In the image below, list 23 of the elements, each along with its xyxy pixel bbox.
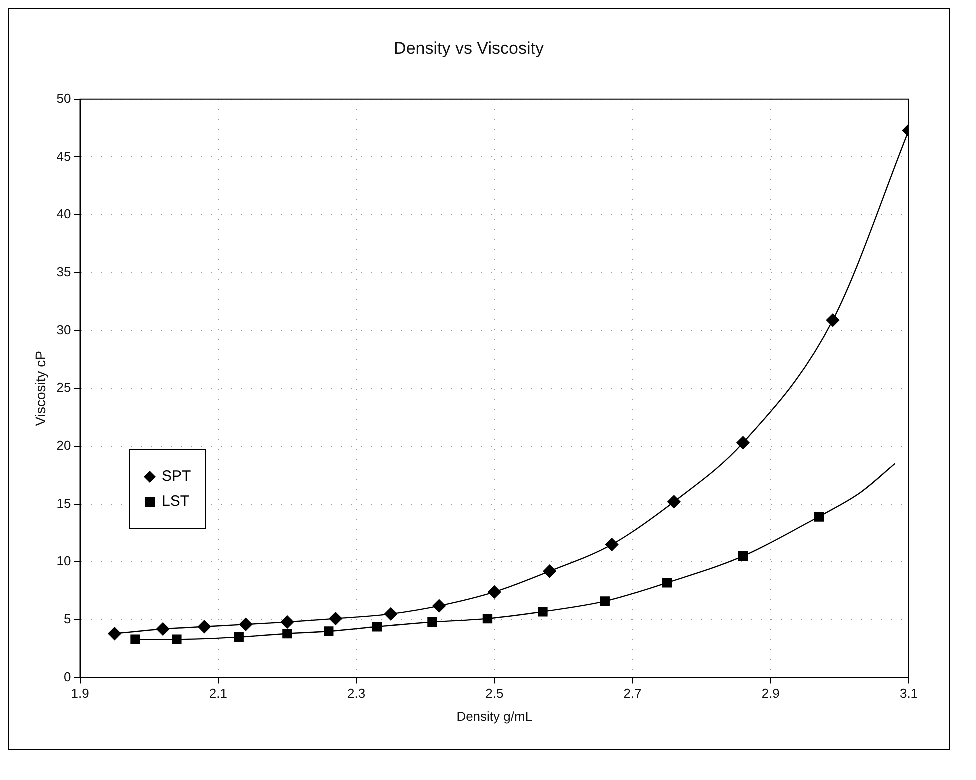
y-tick-label: 40 <box>56 206 72 222</box>
chart-title: Density vs Viscosity <box>394 38 544 58</box>
x-tick-label: 2.9 <box>762 686 780 702</box>
x-tick-label: 2.5 <box>486 686 504 702</box>
y-tick-label: 0 <box>64 669 72 684</box>
y-tick-label: 15 <box>56 496 72 511</box>
y-tick-label: 25 <box>56 380 72 396</box>
y-axis-title: Viscosity cP <box>32 350 48 426</box>
y-tick-label: 5 <box>64 612 72 627</box>
legend-label: SPT <box>162 468 192 485</box>
x-tick-label: 1.9 <box>71 686 90 702</box>
x-tick-label: 2.3 <box>347 686 366 702</box>
legend-label: LST <box>162 493 190 510</box>
y-tick-label: 20 <box>56 438 72 454</box>
x-tick-label: 2.1 <box>209 686 228 702</box>
x-tick-label: 3.1 <box>900 686 918 702</box>
x-tick-label: 2.7 <box>624 686 642 702</box>
x-axis-title: Density g/mL <box>456 708 533 724</box>
y-tick-label: 50 <box>56 90 72 106</box>
y-tick-label: 30 <box>56 322 72 338</box>
y-tick-label: 10 <box>56 554 72 569</box>
y-tick-label: 35 <box>56 264 72 280</box>
y-tick-label: 45 <box>56 148 72 164</box>
